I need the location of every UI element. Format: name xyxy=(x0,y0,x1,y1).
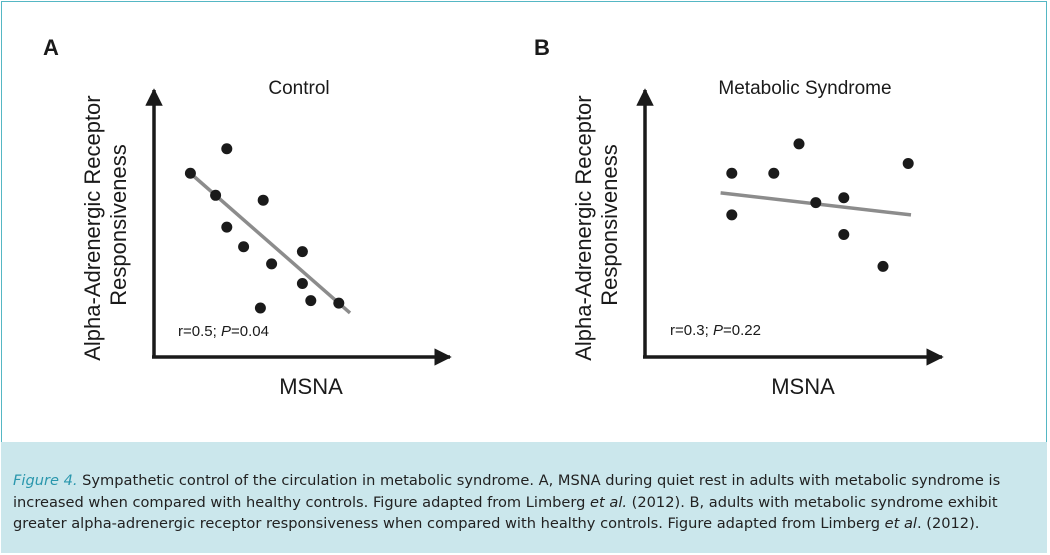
chart-title: Control xyxy=(268,78,329,99)
panel-a: A Control Alpha-Adrenergic Receptor Resp… xyxy=(43,35,452,399)
caption-text: (2012). B, adults with metabolic syndrom… xyxy=(13,493,998,533)
panel-b: B Metabolic Syndrome Alpha-Adrenergic Re… xyxy=(534,35,944,399)
y-axis-label-line: Alpha-Adrenergic Receptor xyxy=(571,95,596,360)
scatter-point xyxy=(296,278,308,289)
scatter-point xyxy=(768,167,780,179)
panel-letter: A xyxy=(43,35,59,60)
y-axis-label-line: Responsiveness xyxy=(597,144,622,305)
figure-label: Figure 4. xyxy=(13,472,78,489)
stat-p-value: =0.04 xyxy=(231,323,269,340)
panel-letter: B xyxy=(534,35,550,60)
scatter-point xyxy=(902,157,914,169)
figure-caption: Figure 4. Sympathetic control of the cir… xyxy=(1,442,1047,553)
scatter-point xyxy=(793,138,805,150)
scatter-point xyxy=(726,167,738,179)
y-axis-label-line: Responsiveness xyxy=(106,144,131,305)
stat-p-label: P xyxy=(713,322,723,339)
scatter-point xyxy=(305,295,317,307)
scatter-point xyxy=(221,221,233,233)
scatter-point xyxy=(296,246,308,258)
scatter-point xyxy=(838,192,850,204)
chart-title: Metabolic Syndrome xyxy=(718,78,891,99)
scatter-point xyxy=(210,189,222,201)
stat-p-value: =0.22 xyxy=(723,322,761,339)
caption-et-al: et al xyxy=(884,515,917,532)
scatter-point xyxy=(726,209,738,221)
scatter-point xyxy=(257,194,269,206)
scatter-point xyxy=(333,297,345,309)
x-axis-label: MSNA xyxy=(279,374,343,399)
scatter-point xyxy=(838,229,850,240)
scatter-point xyxy=(184,167,196,179)
scatter-marks xyxy=(720,138,914,272)
y-axis-label: Alpha-Adrenergic Receptor Responsiveness xyxy=(571,89,622,361)
scatter-marks xyxy=(184,143,352,315)
stat-prefix: r=0.3; xyxy=(670,322,713,339)
scatter-point xyxy=(810,197,822,209)
y-axis-label: Alpha-Adrenergic Receptor Responsiveness xyxy=(80,89,131,361)
caption-text: . (2012). xyxy=(916,515,980,532)
scatter-point xyxy=(238,241,250,253)
caption-et-al: et al. xyxy=(590,493,628,511)
scatter-point xyxy=(254,302,266,314)
x-axis-label: MSNA xyxy=(771,374,835,399)
caption-text: Sympathetic control of the circulation i… xyxy=(13,472,1001,511)
scatter-point xyxy=(221,143,233,155)
stat-p-label: P xyxy=(221,323,231,340)
scatter-point xyxy=(266,258,278,270)
scatter-point xyxy=(877,260,889,272)
correlation-stat: r=0.3; P=0.22 xyxy=(670,322,761,339)
correlation-stat: r=0.5; P=0.04 xyxy=(178,323,269,340)
y-axis-label-line: Alpha-Adrenergic Receptor xyxy=(80,95,105,360)
stat-prefix: r=0.5; xyxy=(178,323,221,340)
figure-canvas: A Control Alpha-Adrenergic Receptor Resp… xyxy=(43,35,944,399)
